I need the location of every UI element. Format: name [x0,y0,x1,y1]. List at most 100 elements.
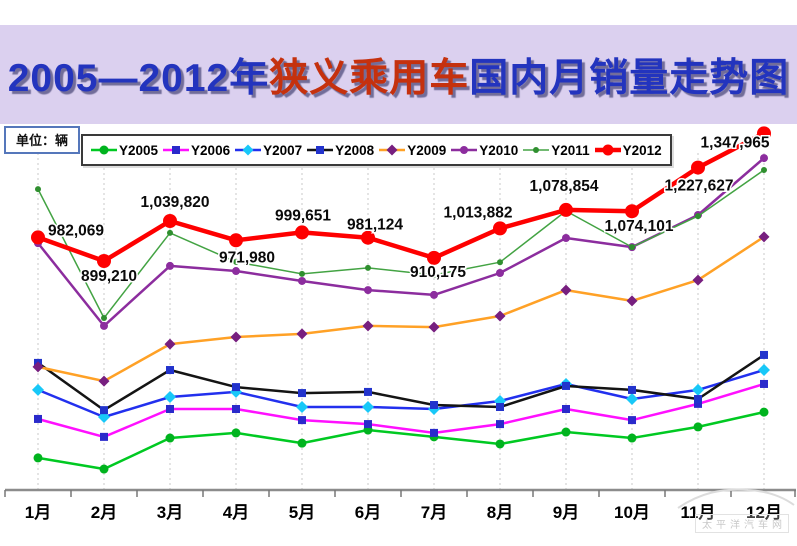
data-point-Y2009 [32,361,44,373]
data-point-Y2008 [298,389,306,398]
x-axis-label: 6月 [355,503,381,522]
data-point-Y2009 [98,375,110,387]
data-point-Y2011 [101,314,107,321]
legend-item-Y2005: Y2005 [91,143,158,158]
series-Y2012 [31,126,771,268]
data-point-Y2010 [430,290,438,299]
data-point-Y2007 [362,401,374,414]
data-point-Y2012 [625,204,639,219]
data-point-Y2009 [560,284,572,296]
legend-item-Y2006: Y2006 [163,143,230,158]
page-title: 2005—2012年狭义乘用车国内月销量走势图 [8,47,790,103]
data-point-Y2009 [362,320,374,332]
data-point-Y2005 [495,439,505,449]
data-label: 1,074,101 [605,218,674,235]
data-point-Y2008 [628,385,636,394]
series-Y2010 [34,154,768,330]
series-line-Y2008 [37,353,765,412]
series-line-Y2010 [37,157,765,328]
legend-label: Y2005 [119,142,159,158]
title-suffix: 国内月销量走势图 [469,56,790,100]
data-point-Y2007 [626,393,638,406]
title-years: 2005—2012年 [7,56,270,100]
data-point-Y2006 [496,420,504,429]
legend-marker-Y2012 [594,144,621,156]
series-line-Y2005 [37,410,765,471]
data-point-Y2008 [496,403,504,412]
data-point-Y2008 [760,350,768,359]
legend-marker-Y2006 [163,146,190,154]
data-label: 1,078,854 [530,178,599,195]
data-point-Y2009 [230,331,242,343]
x-axis-label: 9月 [553,503,579,522]
data-point-Y2006 [430,428,438,437]
data-label: 1,013,882 [444,204,513,221]
data-label: 971,980 [219,249,275,266]
x-axis [4,488,796,497]
data-label: 999,651 [275,207,331,224]
data-label: 910,175 [410,264,466,281]
x-axis-label: 7月 [421,503,447,522]
series-line-Y2012 [37,131,766,264]
data-point-Y2005 [33,453,43,463]
data-point-Y2005 [99,464,109,474]
data-point-Y2006 [100,432,108,441]
data-point-Y2007 [164,391,176,404]
data-point-Y2006 [34,414,42,423]
series-line-Y2009 [37,235,765,383]
legend-marker-Y2007 [235,144,262,156]
data-point-Y2005 [759,407,769,417]
legend-label: Y2011 [551,142,590,158]
data-point-Y2010 [364,286,372,295]
data-point-Y2007 [32,383,44,396]
data-point-Y2011 [233,258,239,265]
data-point-Y2012 [229,233,243,248]
data-point-Y2010 [760,154,768,163]
data-point-Y2010 [496,269,504,278]
legend-item-Y2007: Y2007 [235,143,302,158]
series-Y2008 [34,350,768,415]
legend-label: Y2012 [622,142,662,158]
series-Y2009 [32,231,770,387]
data-label: 899,210 [81,268,137,285]
series-Y2006 [34,379,768,441]
legend-item-Y2011: Y2011 [523,142,590,158]
legend-marker-Y2008 [307,146,334,154]
watermark-text: 太平洋汽车网 [702,520,786,531]
data-point-Y2006 [760,379,768,388]
x-axis-label: 1月 [25,503,51,522]
data-point-Y2005 [165,433,175,443]
data-point-Y2008 [430,401,438,410]
data-point-Y2011 [299,270,305,277]
data-point-Y2012 [361,230,375,245]
data-point-Y2005 [693,422,703,432]
data-point-Y2006 [562,404,570,413]
data-point-Y2011 [629,244,635,251]
data-point-Y2008 [694,395,702,404]
data-point-Y2005 [627,433,637,443]
data-label: 982,069 [48,222,104,239]
data-point-Y2006 [628,416,636,425]
data-point-Y2012 [757,126,771,141]
data-point-Y2011 [35,186,41,193]
data-point-Y2006 [364,420,372,429]
data-point-Y2005 [231,428,241,438]
unit-label-box: 单位：辆 [4,126,81,154]
data-point-Y2012 [163,213,177,228]
data-point-Y2010 [562,234,570,243]
series-Y2011 [35,167,767,321]
data-point-Y2012 [295,225,309,240]
data-point-Y2008 [562,381,570,390]
data-point-Y2012 [427,250,441,265]
data-point-Y2010 [100,321,108,330]
legend-marker-Y2011 [523,147,550,153]
data-point-Y2007 [692,383,704,396]
data-point-Y2010 [166,261,174,270]
data-labels-Y2012: 982,069 899,210 1,039,820 971,980 999,651 981… [46,133,771,287]
data-label: 1,227,627 [665,178,734,195]
legend-marker-Y2009 [379,144,406,156]
legend-label: Y2007 [263,142,303,158]
data-label: 1,039,820 [141,194,210,211]
x-axis-label: 11月 [681,503,716,522]
